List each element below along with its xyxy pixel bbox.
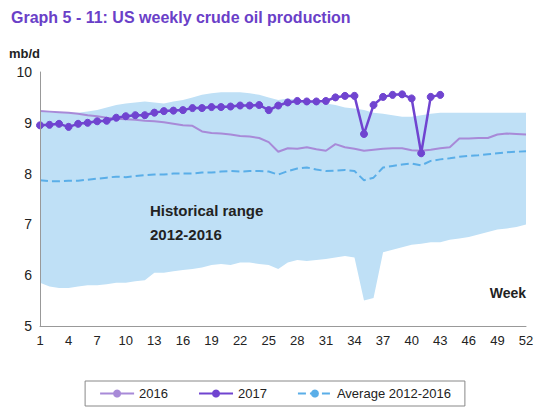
svg-text:19: 19 bbox=[204, 333, 218, 348]
svg-text:Week: Week bbox=[490, 285, 527, 301]
svg-text:22: 22 bbox=[233, 333, 247, 348]
svg-text:2016: 2016 bbox=[139, 386, 168, 401]
svg-text:28: 28 bbox=[290, 333, 304, 348]
svg-text:7: 7 bbox=[24, 216, 32, 232]
svg-text:10: 10 bbox=[119, 333, 133, 348]
svg-text:4: 4 bbox=[65, 333, 72, 348]
svg-text:34: 34 bbox=[347, 333, 361, 348]
svg-text:2012-2016: 2012-2016 bbox=[150, 226, 222, 243]
svg-text:6: 6 bbox=[24, 267, 32, 283]
svg-text:25: 25 bbox=[261, 333, 275, 348]
svg-text:9: 9 bbox=[24, 115, 32, 131]
svg-text:52: 52 bbox=[519, 333, 533, 348]
svg-text:31: 31 bbox=[319, 333, 333, 348]
svg-text:5: 5 bbox=[24, 318, 32, 334]
svg-text:mb/d: mb/d bbox=[9, 46, 40, 61]
svg-text:1: 1 bbox=[36, 333, 43, 348]
svg-text:10: 10 bbox=[16, 64, 32, 80]
svg-text:Graph 5 - 11: US weekly crude: Graph 5 - 11: US weekly crude oil produc… bbox=[11, 9, 351, 26]
svg-text:37: 37 bbox=[376, 333, 390, 348]
svg-text:13: 13 bbox=[147, 333, 161, 348]
svg-text:Historical range: Historical range bbox=[150, 202, 263, 219]
svg-text:8: 8 bbox=[24, 166, 32, 182]
svg-text:43: 43 bbox=[433, 333, 447, 348]
svg-text:7: 7 bbox=[94, 333, 101, 348]
svg-text:49: 49 bbox=[490, 333, 504, 348]
svg-text:40: 40 bbox=[404, 333, 418, 348]
svg-text:16: 16 bbox=[176, 333, 190, 348]
svg-text:Average 2012-2016: Average 2012-2016 bbox=[337, 386, 451, 401]
svg-text:2017: 2017 bbox=[238, 386, 267, 401]
svg-text:46: 46 bbox=[462, 333, 476, 348]
